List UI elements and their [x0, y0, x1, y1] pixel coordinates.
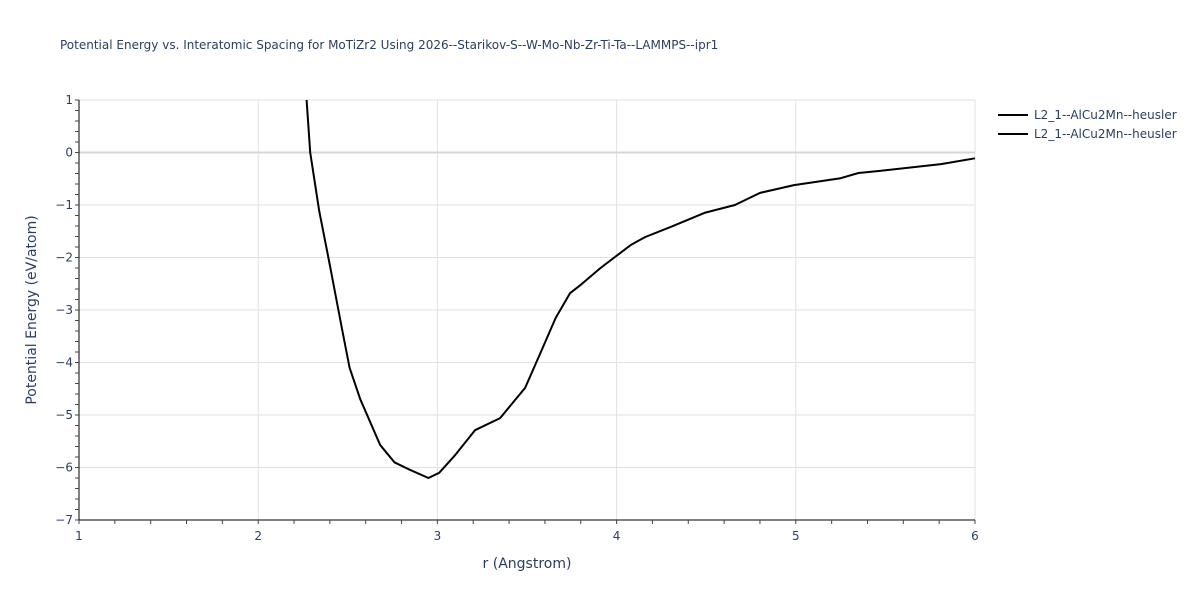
svg-text:3: 3	[434, 529, 442, 543]
svg-text:1: 1	[65, 93, 73, 107]
svg-text:−4: −4	[55, 356, 73, 370]
chart-title: Potential Energy vs. Interatomic Spacing…	[60, 38, 719, 52]
y-axis-ticks: 1 0 −1 −2 −3 −4 −5 −6 −7	[55, 93, 79, 527]
legend-label: L2_1--AlCu2Mn--heusler	[1034, 126, 1177, 141]
svg-text:−7: −7	[55, 513, 73, 527]
line-swatch-icon	[998, 132, 1028, 135]
svg-text:6: 6	[971, 529, 979, 543]
svg-text:2: 2	[254, 529, 262, 543]
svg-text:5: 5	[792, 529, 800, 543]
svg-text:−1: −1	[55, 198, 73, 212]
svg-text:−2: −2	[55, 251, 73, 265]
x-axis-ticks: 1 2 3 4 5 6	[75, 520, 979, 543]
legend-label: L2_1--AlCu2Mn--heusler	[1034, 107, 1177, 122]
line-swatch-icon	[998, 113, 1028, 116]
series-line[interactable]	[305, 99, 976, 479]
svg-text:−5: −5	[55, 408, 73, 422]
svg-text:−6: −6	[55, 461, 73, 475]
svg-text:1: 1	[75, 529, 83, 543]
svg-text:0: 0	[65, 146, 73, 160]
x-axis-label: r (Angstrom)	[483, 556, 572, 572]
svg-text:4: 4	[613, 529, 621, 543]
grid-lines	[79, 99, 976, 520]
legend-item[interactable]: L2_1--AlCu2Mn--heusler	[998, 124, 1177, 143]
data-series	[305, 99, 976, 479]
svg-text:−3: −3	[55, 303, 73, 317]
legend: L2_1--AlCu2Mn--heusler L2_1--AlCu2Mn--he…	[998, 105, 1177, 143]
y-axis-label: Potential Energy (eV/atom)	[24, 215, 40, 404]
legend-item[interactable]: L2_1--AlCu2Mn--heusler	[998, 105, 1177, 124]
